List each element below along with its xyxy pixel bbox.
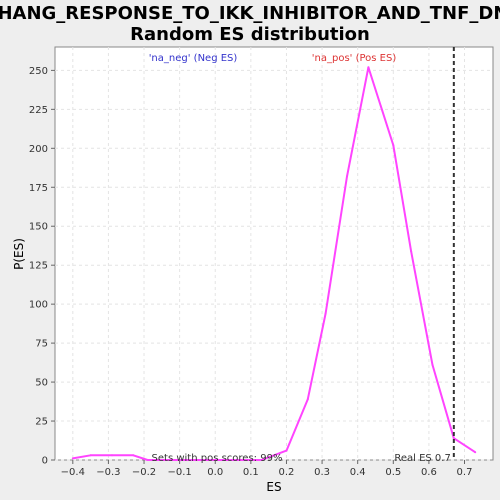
axis-ticks: −0.4 −0.3 −0.2 −0.1 0.0 0.1 0.2 0.3 0.4 0.5 0.6 0.7… bbox=[29, 66, 473, 478]
x-tick-label: −0.1 bbox=[167, 467, 191, 478]
y-tick-label: 150 bbox=[29, 222, 48, 233]
x-tick-label: −0.2 bbox=[132, 467, 156, 478]
es-distribution-point bbox=[132, 454, 135, 457]
x-tick-label: 0.6 bbox=[421, 467, 437, 478]
es-distribution-point bbox=[89, 454, 92, 457]
y-tick-label: 25 bbox=[35, 417, 48, 428]
y-tick-label: 50 bbox=[35, 378, 48, 389]
x-tick-label: −0.4 bbox=[61, 467, 85, 478]
es-distribution-point bbox=[71, 457, 74, 460]
es-distribution-point bbox=[431, 363, 434, 366]
x-tick-label: 0.3 bbox=[314, 467, 330, 478]
es-distribution-point bbox=[306, 398, 309, 401]
es-distribution-point bbox=[346, 175, 348, 178]
chart-title-line2: Random ES distribution bbox=[130, 24, 370, 45]
es-distribution-line bbox=[72, 66, 476, 461]
x-tick-label: 0.4 bbox=[350, 467, 366, 478]
legend-pos-label: 'na_pos' (Pos ES) bbox=[312, 53, 397, 64]
y-tick-label: 100 bbox=[29, 300, 48, 311]
es-distribution-point bbox=[367, 66, 370, 69]
es-distribution-point bbox=[189, 459, 192, 461]
x-tick-label: −0.3 bbox=[96, 467, 120, 478]
pos-scores-annotation: Sets with pos scores: 99% bbox=[152, 453, 283, 464]
y-tick-label: 75 bbox=[35, 339, 48, 350]
es-distribution-point bbox=[452, 437, 455, 440]
es-distribution-point bbox=[239, 459, 242, 461]
es-distribution-point bbox=[285, 449, 288, 452]
y-tick-label: 0 bbox=[42, 456, 48, 467]
es-distribution-point bbox=[146, 459, 149, 461]
es-distribution-point bbox=[260, 459, 263, 461]
y-tick-label: 125 bbox=[29, 261, 48, 272]
y-axis-label: P(ES) bbox=[12, 238, 26, 270]
x-axis-label: ES bbox=[266, 480, 281, 494]
es-distribution-point bbox=[324, 312, 327, 315]
x-tick-label: 0.2 bbox=[279, 467, 295, 478]
x-tick-label: 0.1 bbox=[243, 467, 259, 478]
es-distribution-point bbox=[474, 451, 477, 454]
x-tick-label: 0.0 bbox=[207, 467, 223, 478]
legend-neg-label: 'na_neg' (Neg ES) bbox=[149, 53, 238, 64]
x-tick-label: 0.5 bbox=[385, 467, 401, 478]
series bbox=[71, 66, 477, 461]
x-tick-label: 0.7 bbox=[457, 467, 473, 478]
plot-area bbox=[54, 46, 494, 461]
chart-title-line1: ZHANG_RESPONSE_TO_IKK_INHIBITOR_AND_TNF_… bbox=[0, 3, 500, 24]
es-distribution-point bbox=[168, 459, 170, 461]
es-distribution-point bbox=[111, 454, 113, 457]
y-tick-label: 250 bbox=[29, 66, 48, 77]
y-tick-label: 175 bbox=[29, 183, 48, 194]
es-distribution-point bbox=[210, 459, 213, 461]
es-distribution-point bbox=[392, 144, 395, 147]
y-tick-label: 200 bbox=[29, 144, 48, 155]
real-es-label: Real ES 0.7 bbox=[394, 453, 450, 464]
es-distribution-point bbox=[410, 250, 413, 253]
grid bbox=[55, 47, 493, 461]
y-tick-label: 225 bbox=[29, 105, 48, 116]
